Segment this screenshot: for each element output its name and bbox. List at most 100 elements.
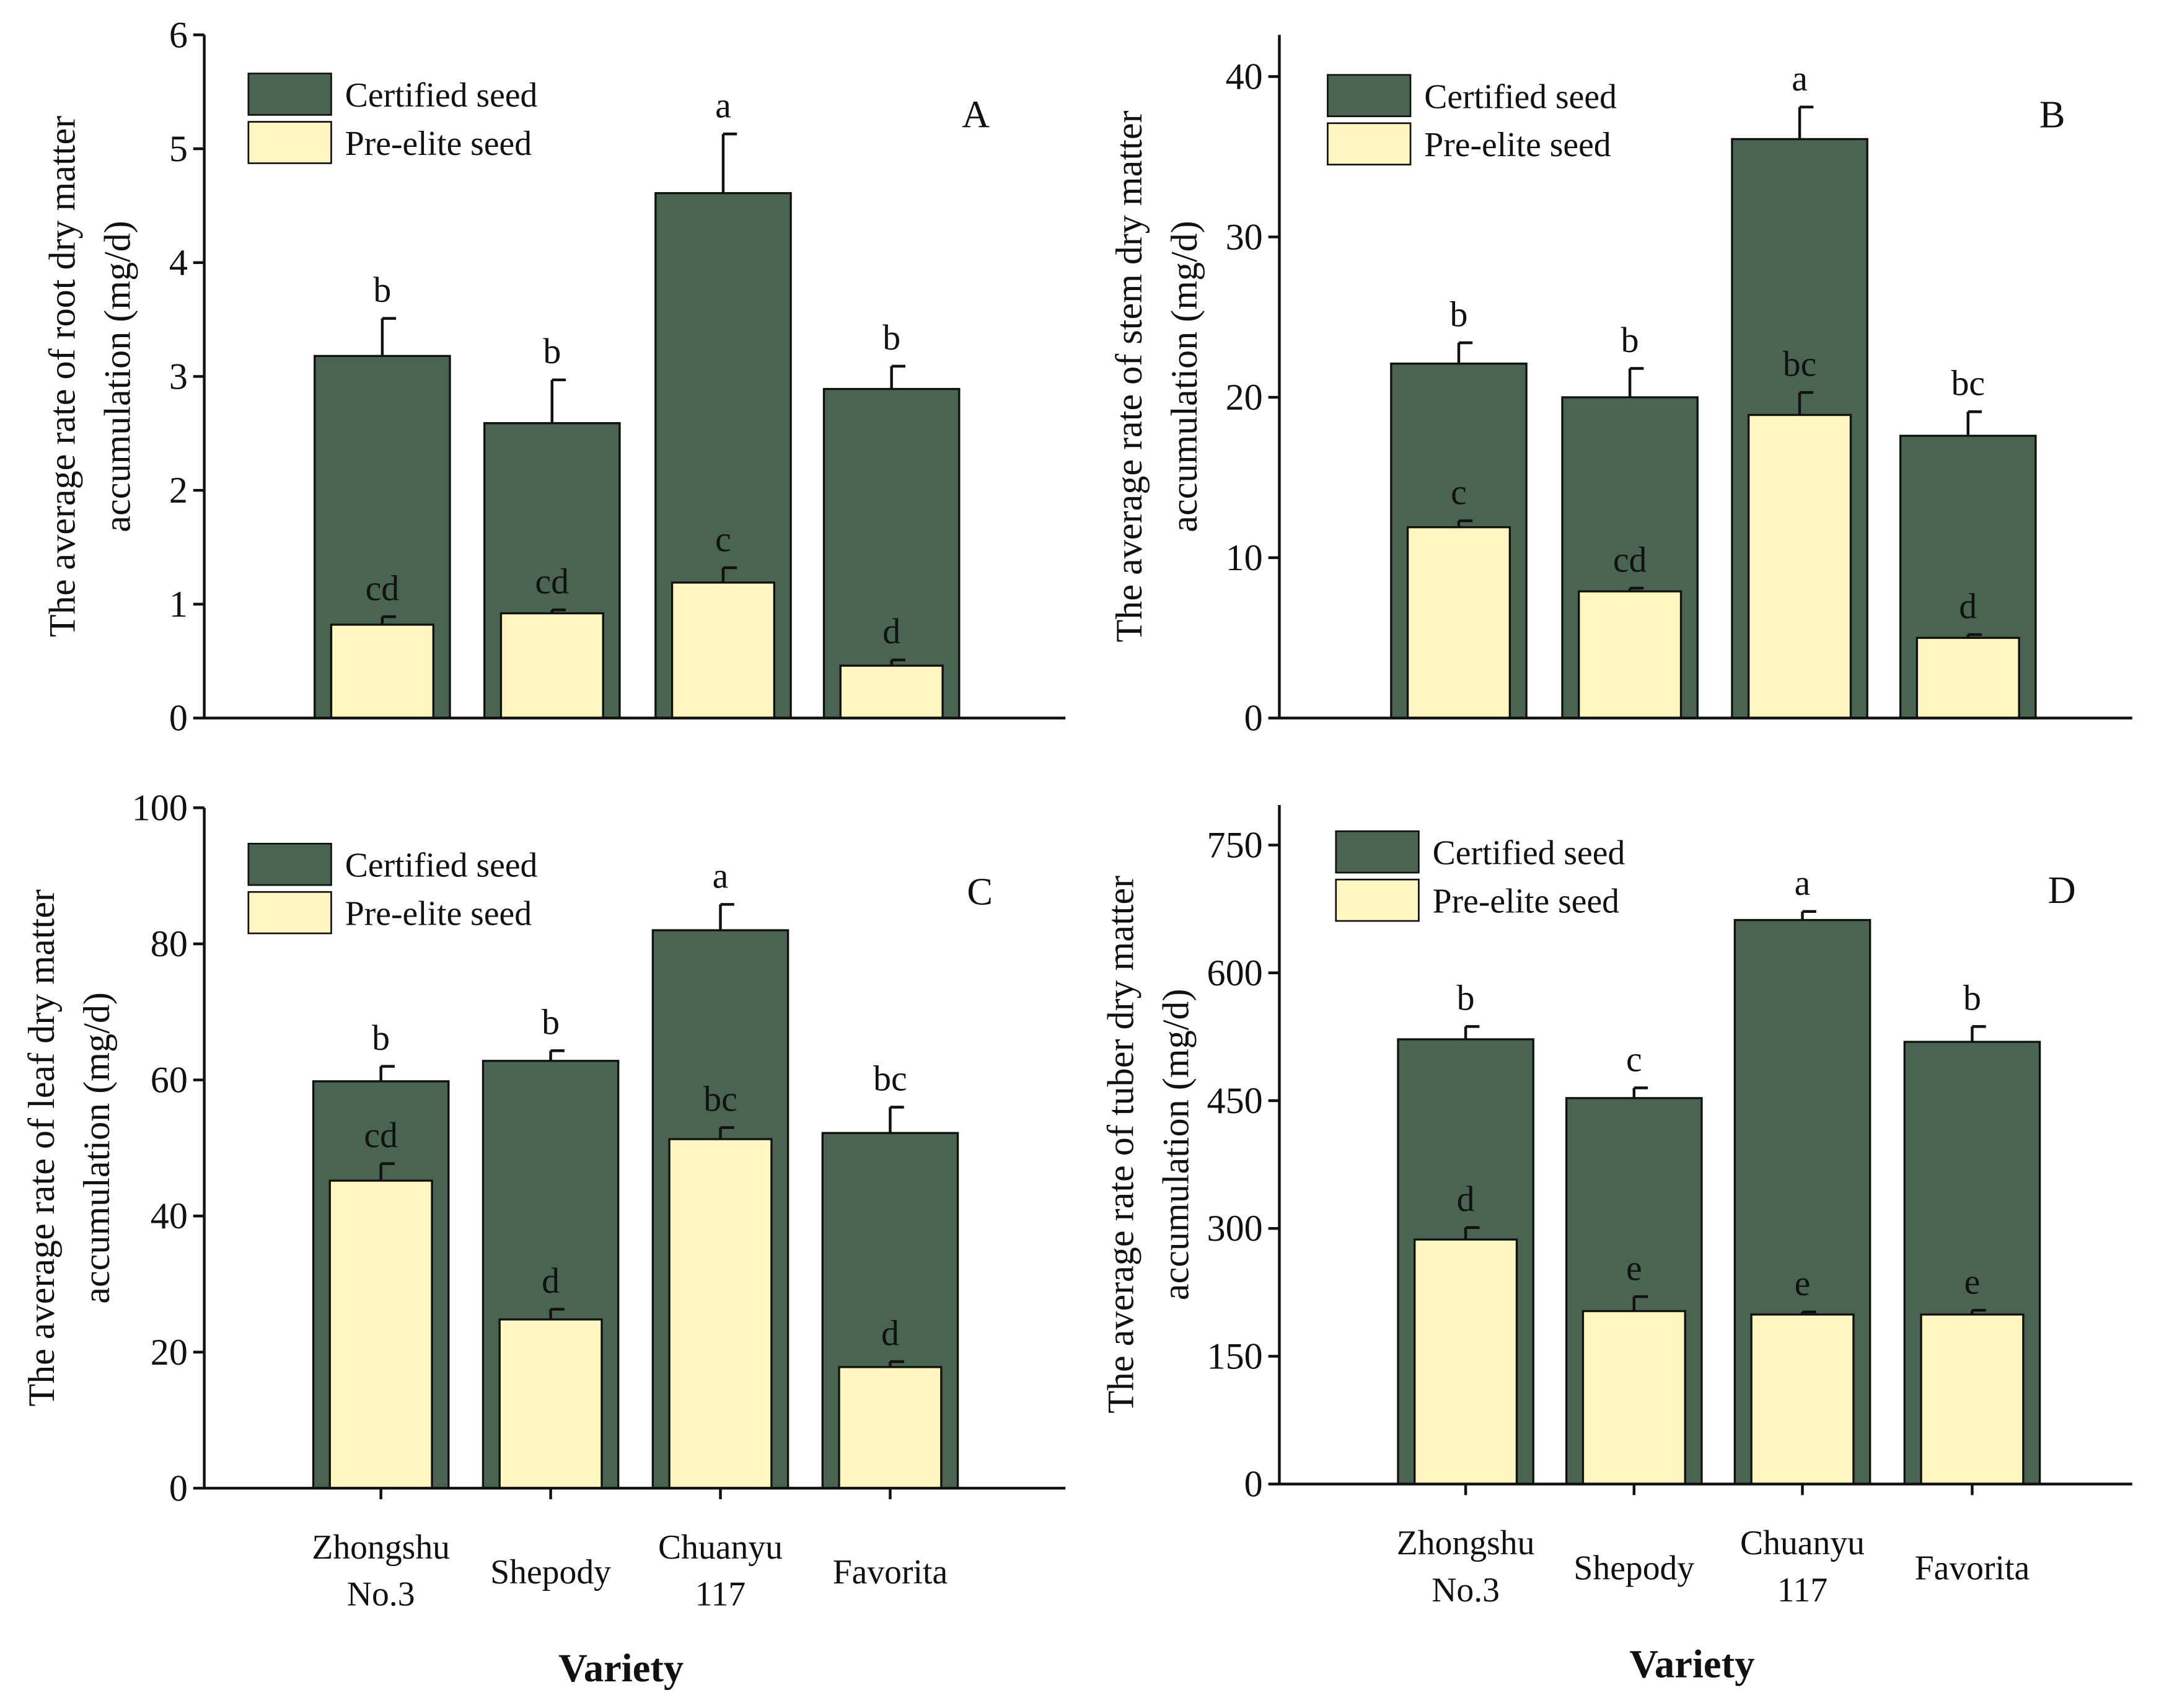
x-tick-label-line: 117 (695, 1575, 746, 1614)
y-tick-label: 4 (169, 242, 188, 284)
legend-swatch (247, 891, 332, 935)
y-tick-label: 10 (1226, 537, 1263, 579)
significance-label: c (1451, 472, 1467, 513)
legend-label: Certified seed (1424, 77, 1617, 116)
significance-label: d (542, 1261, 560, 1301)
x-tick-label-line: Shepody (1573, 1549, 1694, 1587)
significance-label: b (543, 331, 561, 371)
legend-swatch (1335, 830, 1420, 874)
significance-label: a (1792, 58, 1808, 99)
significance-label: bc (873, 1059, 907, 1099)
significance-label: e (1964, 1261, 1981, 1301)
x-axis-title: Variety (558, 1645, 684, 1690)
significance-label: cd (535, 561, 569, 601)
legend-swatch (1335, 878, 1420, 922)
y-tick-label: 5 (169, 128, 188, 170)
x-tick-label: Zhongshu No.3 (312, 1528, 450, 1614)
panel-letter: A (962, 93, 990, 136)
significance-label: c (1626, 1039, 1642, 1080)
significance-label: b (372, 1018, 390, 1058)
x-tick-label: Shepody (490, 1553, 611, 1591)
significance-label: b (373, 270, 391, 310)
significance-label: b (1621, 320, 1639, 360)
significance-label: d (881, 1313, 899, 1353)
x-tick-label: Shepody (1573, 1549, 1694, 1587)
significance-label: bc (1783, 344, 1817, 384)
y-tick-label: 0 (1244, 698, 1263, 739)
x-tick-label-line: 117 (1777, 1571, 1828, 1609)
x-tick-label-line: Zhongshu (312, 1528, 450, 1567)
y-tick-label: 6 (169, 14, 188, 56)
x-tick-label-line: Chuanyu (1740, 1524, 1865, 1562)
y-tick-label: 40 (151, 1195, 188, 1237)
y-tick-label: 300 (1207, 1208, 1263, 1249)
x-tick-label-line: Chuanyu (658, 1528, 783, 1567)
x-tick-label-line: Favorita (1915, 1549, 2030, 1587)
legend-label: Certified seed (345, 76, 538, 115)
bar-pre-elite (1406, 526, 1511, 720)
significance-label: cd (364, 1115, 398, 1155)
significance-label: a (713, 856, 729, 896)
significance-label: c (715, 519, 731, 559)
bar-pre-elite (1750, 1313, 1855, 1486)
y-tick-label: 20 (151, 1332, 188, 1373)
bar-pre-elite (328, 1179, 433, 1489)
legend-swatch (247, 73, 332, 116)
x-axis-title: Variety (1629, 1641, 1754, 1686)
y-tick-label: 60 (151, 1060, 188, 1101)
y-tick-label: 3 (169, 356, 188, 397)
x-tick-label-line: Favorita (833, 1553, 948, 1591)
legend-label: Pre-elite seed (1433, 883, 1619, 921)
significance-label: b (1963, 978, 1981, 1018)
legend-swatch (1327, 74, 1412, 117)
legend-swatch (247, 842, 332, 886)
y-tick-label: 1 (169, 584, 188, 625)
bar-pre-elite (499, 612, 604, 720)
x-tick-label: Favorita (833, 1553, 948, 1591)
y-tick-label: 80 (151, 923, 188, 965)
significance-label: e (1795, 1263, 1811, 1303)
significance-label: b (542, 1002, 560, 1042)
y-axis-title: The average rate of leaf dry matter (21, 889, 63, 1407)
x-tick-label: Favorita (1915, 1549, 2030, 1587)
y-axis-title: accumulation (mg/d) (1155, 989, 1197, 1301)
bar-pre-elite (1414, 1238, 1518, 1486)
bar-pre-elite (1581, 1310, 1686, 1486)
legend-swatch (247, 121, 332, 164)
significance-label: bc (703, 1079, 737, 1119)
significance-label: d (1959, 586, 1977, 626)
y-tick-label: 100 (132, 787, 188, 829)
bar-pre-elite (1915, 636, 2020, 720)
legend-label: Pre-elite seed (345, 125, 532, 163)
legend-label: Certified seed (1433, 834, 1625, 873)
y-axis-title: accumulation (mg/d) (1164, 221, 1205, 532)
significance-label: b (1450, 294, 1468, 334)
significance-label: d (1457, 1179, 1475, 1219)
significance-label: cd (366, 568, 400, 608)
panel-letter: B (2039, 93, 2065, 136)
legend-swatch (1327, 122, 1412, 165)
y-axis-title: accumulation (mg/d) (97, 221, 138, 532)
panel-D: b c a b d e e e 0 150 300 450 600 750 Zhongshu No.3 Shep… (1100, 804, 2132, 1686)
bar-pre-elite (671, 581, 776, 720)
legend-label: Pre-elite seed (1424, 126, 1611, 164)
x-tick-label-line: Shepody (490, 1553, 611, 1591)
x-tick-label-line: Zhongshu (1397, 1524, 1535, 1562)
y-tick-label: 450 (1207, 1080, 1263, 1122)
x-tick-label-line: No.3 (347, 1575, 415, 1614)
y-tick-label: 0 (169, 1468, 188, 1509)
bar-pre-elite (839, 664, 944, 720)
x-tick-label: Chuanyu 117 (658, 1528, 783, 1614)
bar-pre-elite (1578, 590, 1682, 720)
y-tick-label: 20 (1226, 377, 1263, 418)
legend-label: Pre-elite seed (345, 895, 532, 933)
y-tick-label: 0 (1244, 1464, 1263, 1505)
panel-C: b b a bc cd d bc d 0 20 40 60 80 100 Zhongshu No.3 Shepo… (21, 787, 1066, 1690)
bar-pre-elite (1747, 413, 1852, 720)
x-tick-label-line: No.3 (1432, 1571, 1500, 1609)
legend-label: Certified seed (345, 847, 538, 885)
panel-B: b b a bc c cd bc d 0 10 20 30 40 The average rate of … (1109, 35, 2132, 739)
significance-label: d (882, 611, 900, 651)
